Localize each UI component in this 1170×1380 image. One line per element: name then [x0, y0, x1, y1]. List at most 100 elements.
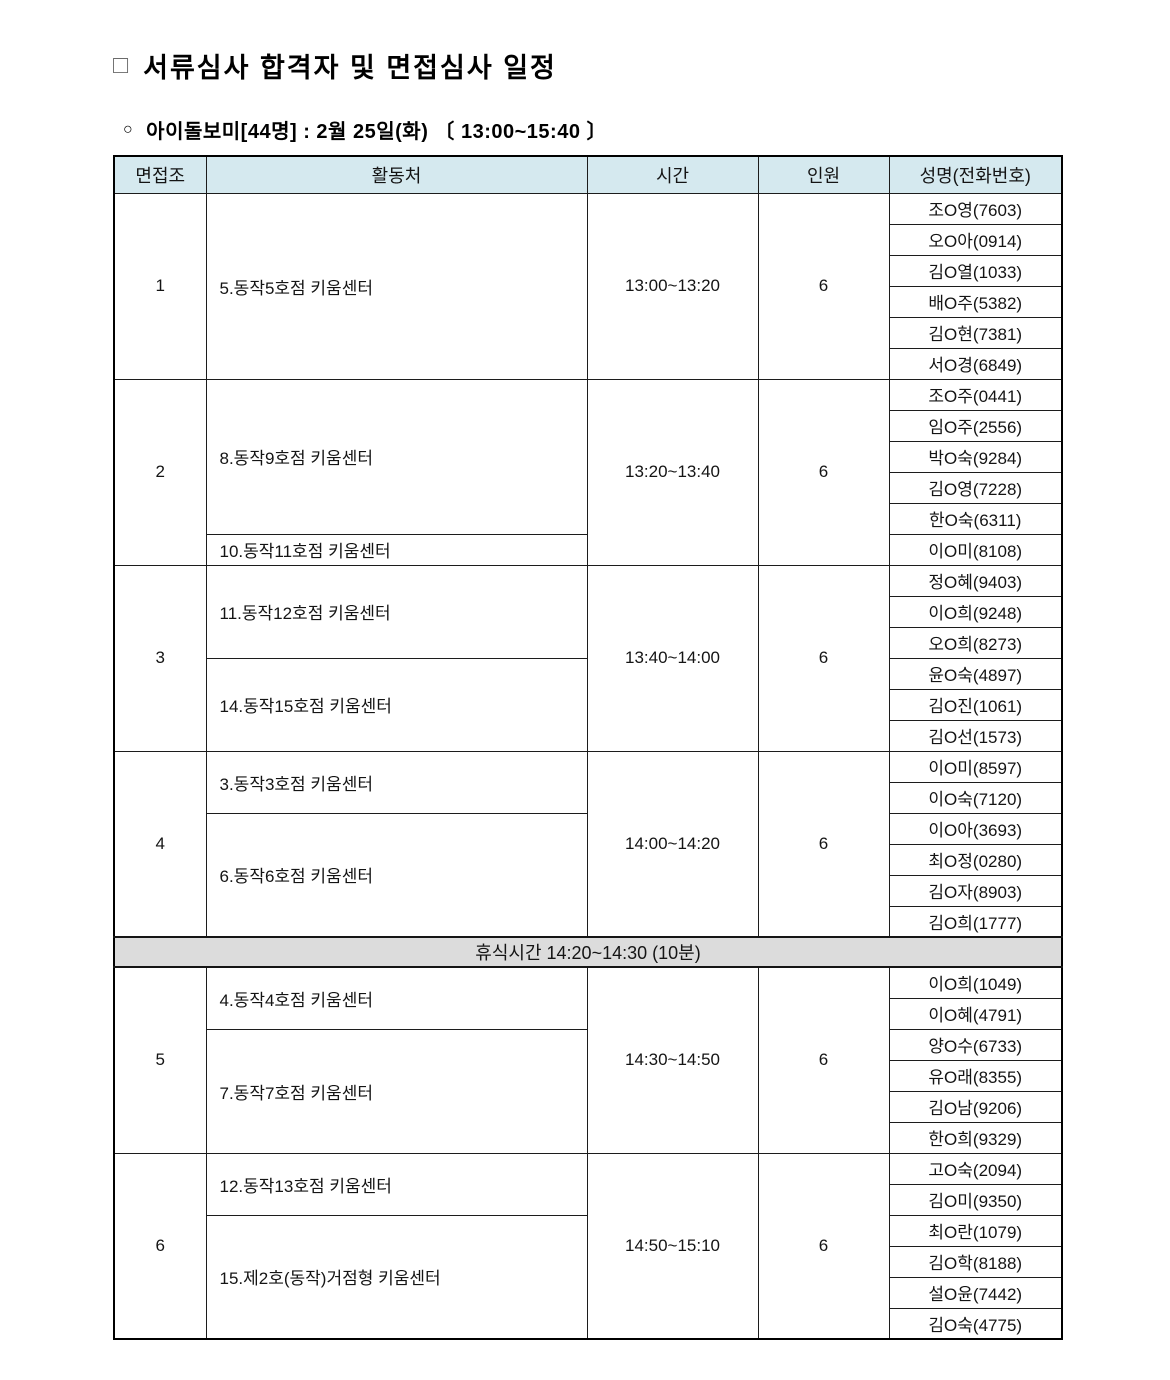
member-cell: 김O열(1033) [888, 254, 1063, 287]
group-number-cell: 2 [113, 378, 207, 566]
member-cell: 임O주(2556) [888, 409, 1063, 442]
break-row: 휴식시간 14:20~14:30 (10분) [113, 936, 1063, 968]
member-cell: 윤O숙(4897) [888, 657, 1063, 690]
member-cell: 한O숙(6311) [888, 502, 1063, 535]
member-cell: 이O아(3693) [888, 812, 1063, 845]
schedule-row: 김O숙(4775) [114, 1307, 1063, 1340]
schedule-row: 6 12.동작13호점 키움센터 14:50~15:10 6 고O숙(2094) [113, 1152, 1063, 1340]
page-title-line: □ 서류심사 합격자 및 면접심사 일정 [113, 46, 1170, 85]
member-cell: 이O숙(7120) [888, 781, 1063, 814]
member-cell: 김O자(8903) [888, 874, 1063, 907]
table-header: 면접조 활동처 시간 인원 성명(전화번호) [113, 155, 1063, 194]
page-title: 서류심사 합격자 및 면접심사 일정 [143, 53, 557, 83]
schedule-row: 오O희(8273) [114, 626, 1063, 659]
group-number-cell: 1 [113, 192, 207, 380]
member-cell: 김O남(9206) [888, 1090, 1063, 1123]
schedule-row: 2 8.동작9호점 키움센터 13:20~13:40 6 조O주(0441) [113, 378, 1063, 566]
member-cell: 김O영(7228) [888, 471, 1063, 504]
schedule-row: 1 5.동작5호점 키움센터 13:00~13:20 6 조O영(7603) [113, 192, 1063, 380]
member-cell: 오O아(0914) [888, 223, 1063, 256]
member-cell: 김O진(1061) [888, 688, 1063, 721]
time-cell: 14:50~15:10 [586, 1152, 759, 1340]
schedule-row: 14.동작15호점 키움센터 윤O숙(4897) [114, 657, 1063, 752]
member-cell: 한O희(9329) [888, 1121, 1063, 1154]
schedule-row: 김O선(1573) [114, 719, 1063, 752]
member-cell: 오O희(8273) [888, 626, 1063, 659]
member-cell: 김O현(7381) [888, 316, 1063, 349]
schedule-row: 김O진(1061) [114, 688, 1063, 721]
count-cell: 6 [757, 192, 890, 380]
member-cell: 조O영(7603) [888, 192, 1063, 225]
member-cell: 이O혜(4791) [888, 997, 1063, 1030]
count-cell: 6 [757, 378, 890, 566]
member-cell: 최O란(1079) [888, 1214, 1063, 1247]
page-subtitle: 아이돌보미[44명] : 2월 25일(화) 〔 13:00~15:40 〕 [146, 121, 608, 143]
member-cell: 양O수(6733) [888, 1028, 1063, 1061]
header-location: 활동처 [205, 155, 588, 194]
member-cell: 김O미(9350) [888, 1183, 1063, 1216]
header-name: 성명(전화번호) [888, 155, 1063, 194]
group-number-cell: 4 [113, 750, 207, 938]
location-cell: 3.동작3호점 키움센터 [205, 750, 588, 814]
table-header-row: 면접조 활동처 시간 인원 성명(전화번호) [113, 155, 1063, 194]
schedule-row: 7.동작7호점 키움센터 양O수(6733) [114, 1028, 1063, 1154]
schedule-row: 이O희(9248) [114, 595, 1063, 628]
location-cell: 12.동작13호점 키움센터 [205, 1152, 588, 1216]
member-cell: 박O숙(9284) [888, 440, 1063, 473]
member-cell: 정O혜(9403) [888, 564, 1063, 597]
count-cell: 6 [757, 564, 890, 752]
member-cell: 이O희(9248) [888, 595, 1063, 628]
schedule-row: 유O래(8355) [114, 1059, 1063, 1092]
schedule-row: 김O현(7381) [114, 316, 1063, 349]
location-cell: 7.동작7호점 키움센터 [205, 1028, 588, 1154]
member-cell: 이O미(8108) [888, 533, 1063, 566]
member-cell: 이O희(1049) [888, 966, 1063, 999]
interview-schedule-table: 면접조 활동처 시간 인원 성명(전화번호) 1 5.동작5호점 키움센터 13:0… [113, 155, 1063, 1340]
group-number-cell: 5 [113, 966, 207, 1154]
header-time: 시간 [586, 155, 759, 194]
time-cell: 13:20~13:40 [586, 378, 759, 566]
location-cell: 6.동작6호점 키움센터 [205, 812, 588, 938]
page-subtitle-line: ○ 아이돌보미[44명] : 2월 25일(화) 〔 13:00~15:40 〕 [123, 115, 1170, 144]
location-cell: 10.동작11호점 키움센터 [205, 533, 588, 566]
member-cell: 서O경(6849) [888, 347, 1063, 380]
member-cell: 조O주(0441) [888, 378, 1063, 411]
location-cell: 4.동작4호점 키움센터 [205, 966, 588, 1030]
schedule-row: 김O남(9206) [114, 1090, 1063, 1123]
time-cell: 13:00~13:20 [586, 192, 759, 380]
circle-bullet-icon: ○ [123, 120, 134, 138]
member-cell: 김O선(1573) [888, 719, 1063, 752]
count-cell: 6 [757, 750, 890, 938]
group-number-cell: 6 [113, 1152, 207, 1340]
square-bullet-icon: □ [113, 51, 129, 79]
schedule-row: 서O경(6849) [114, 347, 1063, 380]
schedule-row: 최O정(0280) [114, 843, 1063, 876]
schedule-row: 15.제2호(동작)거점형 키움센터 최O란(1079) [114, 1214, 1063, 1340]
location-cell: 11.동작12호점 키움센터 [205, 564, 588, 659]
count-cell: 6 [757, 1152, 890, 1340]
member-cell: 유O래(8355) [888, 1059, 1063, 1092]
schedule-row: 한O희(9329) [114, 1121, 1063, 1154]
document-page: □ 서류심사 합격자 및 면접심사 일정 ○ 아이돌보미[44명] : 2월 2… [113, 46, 1170, 1340]
schedule-row: 한O숙(6311) [114, 502, 1063, 535]
header-group: 면접조 [113, 155, 207, 194]
schedule-row: 4 3.동작3호점 키움센터 14:00~14:20 6 이O미(8597) [113, 750, 1063, 938]
schedule-row: 김O열(1033) [114, 254, 1063, 287]
schedule-row: 6.동작6호점 키움센터 이O아(3693) [114, 812, 1063, 938]
time-cell: 14:00~14:20 [586, 750, 759, 938]
time-cell: 13:40~14:00 [586, 564, 759, 752]
member-cell: 김O학(8188) [888, 1245, 1063, 1278]
member-cell: 배O주(5382) [888, 285, 1063, 318]
schedule-row: 오O아(0914) [114, 223, 1063, 256]
header-count: 인원 [757, 155, 890, 194]
schedule-row: 이O혜(4791) [114, 997, 1063, 1030]
location-cell: 15.제2호(동작)거점형 키움센터 [205, 1214, 588, 1340]
break-row-label: 휴식시간 14:20~14:30 (10분) [113, 936, 1063, 968]
schedule-row: 김O영(7228) [114, 471, 1063, 504]
table-body: 1 5.동작5호점 키움센터 13:00~13:20 6 조O영(7603) 오O아(09… [113, 192, 1063, 1340]
group-number-cell: 3 [113, 564, 207, 752]
schedule-row: 김O학(8188) [114, 1245, 1063, 1278]
member-cell: 고O숙(2094) [888, 1152, 1063, 1185]
location-cell: 14.동작15호점 키움센터 [205, 657, 588, 752]
schedule-row: 박O숙(9284) [114, 440, 1063, 473]
